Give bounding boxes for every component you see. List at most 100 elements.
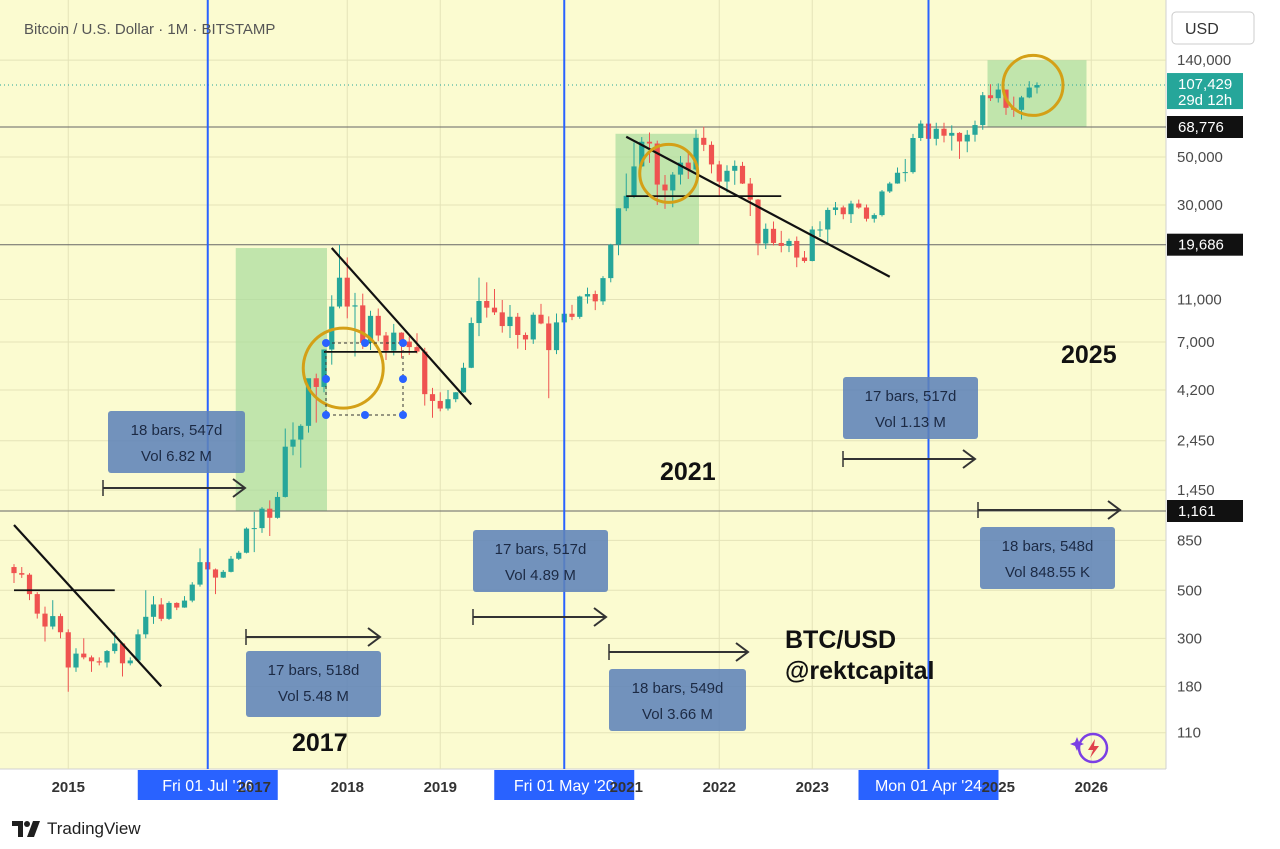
measure-box[interactable]: 17 bars, 517d Vol 1.13 M <box>843 377 978 439</box>
candle <box>964 130 970 153</box>
measure-box-bars: 18 bars, 549d <box>632 680 724 697</box>
price-tag-sublabel: 29d 12h <box>1178 92 1232 109</box>
candle <box>887 181 893 193</box>
candle <box>42 606 48 642</box>
candle <box>476 277 482 337</box>
x-tick-label: 2021 <box>610 779 643 796</box>
candle <box>995 83 1001 103</box>
candle <box>825 207 831 246</box>
measure-arrow <box>472 607 608 627</box>
measure-box-volume: Vol 3.66 M <box>642 706 713 723</box>
candle <box>468 317 474 369</box>
measure-box[interactable]: 17 bars, 517d Vol 4.89 M <box>473 530 608 592</box>
x-tick-label: 2015 <box>52 779 85 796</box>
candle <box>96 657 102 666</box>
trend-line[interactable] <box>625 135 891 278</box>
currency-button[interactable] <box>1171 11 1255 45</box>
highlight-circle[interactable] <box>638 142 700 204</box>
candle <box>840 205 846 220</box>
candle <box>902 158 908 182</box>
bull-zone[interactable] <box>235 248 327 511</box>
candle <box>34 592 40 619</box>
candle <box>81 638 87 660</box>
candle <box>763 223 769 250</box>
y-tick-label: 110 <box>1177 725 1201 742</box>
measure-box[interactable]: 17 bars, 518d Vol 5.48 M <box>246 651 381 717</box>
candle <box>631 142 637 199</box>
tradingview-brand[interactable]: TradingView <box>47 819 141 838</box>
candle <box>546 316 552 399</box>
price-tag[interactable] <box>1167 73 1243 110</box>
date-marker-tag[interactable] <box>137 770 278 800</box>
measure-box[interactable]: 18 bars, 547d Vol 6.82 M <box>108 411 245 473</box>
cycle-year-label: 2021 <box>660 458 716 486</box>
x-tick-label: 2026 <box>1075 779 1108 796</box>
tradingview-logo-icon[interactable] <box>12 818 42 840</box>
cycle-year-label: 2017 <box>292 729 348 757</box>
candle <box>987 84 994 101</box>
price-tag-label: 68,776 <box>1178 119 1224 136</box>
candle <box>871 213 877 223</box>
candle <box>809 226 815 262</box>
candle <box>592 290 598 311</box>
price-tag[interactable] <box>1167 500 1243 522</box>
candle <box>832 201 839 216</box>
measure-box[interactable]: 18 bars, 548d Vol 848.55 K <box>980 527 1115 589</box>
candle <box>522 332 529 350</box>
candle <box>755 199 761 256</box>
y-tick-label: 4,200 <box>1177 382 1215 399</box>
candle <box>530 312 536 344</box>
highlight-circle[interactable] <box>301 326 385 410</box>
candle <box>88 655 95 672</box>
y-tick-label: 30,000 <box>1177 197 1223 214</box>
measure-arrow <box>102 478 247 498</box>
x-tick-label: 2025 <box>982 779 1015 796</box>
candle <box>429 387 436 418</box>
y-tick-label: 11,000 <box>1177 291 1222 308</box>
candle <box>739 161 746 185</box>
candle <box>879 190 885 217</box>
candle <box>19 567 25 578</box>
x-tick-label: 2017 <box>238 779 271 796</box>
candle <box>863 204 870 222</box>
candle <box>615 208 622 256</box>
trend-line[interactable] <box>330 247 473 406</box>
candle <box>484 282 490 318</box>
measure-box-volume: Vol 848.55 K <box>1005 564 1090 581</box>
bull-zone[interactable] <box>987 60 1087 127</box>
highlight-circle[interactable] <box>1001 53 1065 117</box>
price-tag[interactable] <box>1167 116 1243 138</box>
trend-line[interactable] <box>13 524 163 688</box>
candle <box>794 236 800 268</box>
sparkle-icon[interactable] <box>1070 732 1109 764</box>
candle <box>104 649 110 668</box>
price-tag[interactable] <box>1167 233 1243 256</box>
candle <box>251 511 257 553</box>
measure-box[interactable]: 18 bars, 549d Vol 3.66 M <box>609 669 746 731</box>
brand-line: BTC/USD <box>785 626 896 654</box>
measure-box-bars: 17 bars, 517d <box>865 388 957 405</box>
date-marker-tag[interactable] <box>494 770 635 800</box>
candle <box>158 598 164 622</box>
measure-box-volume: Vol 5.48 M <box>278 688 349 705</box>
candle <box>166 601 172 620</box>
selection-handles[interactable] <box>322 339 407 419</box>
candle <box>817 221 823 238</box>
candle <box>135 629 141 661</box>
candle <box>623 173 629 212</box>
btc-chart[interactable]: Fri 01 Jul '16 Fri 01 May '20 Mon 01 Apr '… <box>0 0 1280 810</box>
candle <box>786 238 792 253</box>
date-marker-tag[interactable] <box>858 770 999 800</box>
candle <box>654 140 660 206</box>
candle <box>491 288 498 316</box>
candle <box>274 492 281 519</box>
measure-box-volume: Vol 4.89 M <box>505 567 576 584</box>
horizontal-levels <box>0 84 1166 512</box>
candle <box>778 230 784 253</box>
candle <box>228 555 234 573</box>
candle <box>26 573 33 601</box>
y-tick-label: 2,450 <box>1177 433 1215 450</box>
candle <box>538 303 544 325</box>
candle <box>243 527 250 554</box>
measure-box-volume: Vol 1.13 M <box>875 414 946 431</box>
